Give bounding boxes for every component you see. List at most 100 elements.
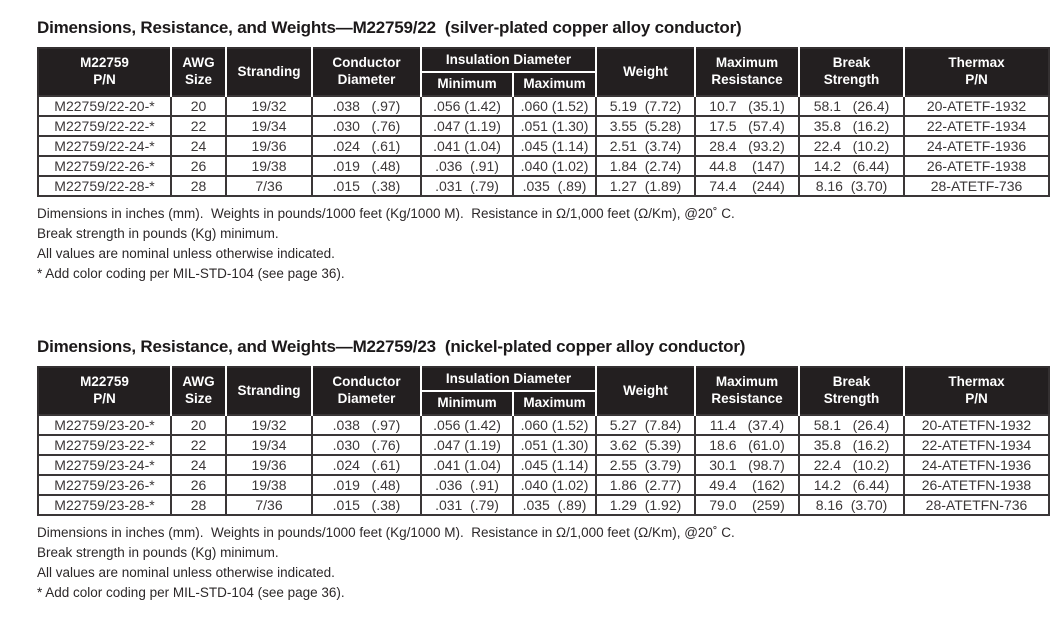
table-cell: .040 (1.02) xyxy=(512,155,597,177)
table-cell: .060 (1.52) xyxy=(512,414,597,436)
table-cell: .041 (1.04) xyxy=(420,135,514,157)
col-header-pn: M22759 P/N xyxy=(38,367,172,415)
table-cell: .030 (.76) xyxy=(311,115,422,137)
table-cell: 18.6 (61.0) xyxy=(694,434,800,456)
col-header-break-strength: Break Strength xyxy=(799,48,905,96)
table-cell: 35.8 (16.2) xyxy=(798,434,905,456)
footnote-line: All values are nominal unless otherwise … xyxy=(37,246,335,261)
table-cell: .036 (.91) xyxy=(420,474,514,496)
col-header-thermax-pn: Thermax P/N xyxy=(904,367,1049,415)
table-cell: .031 (.79) xyxy=(420,175,514,197)
table-cell: .056 (1.42) xyxy=(420,95,514,117)
footnote-line: * Add color coding per MIL-STD-104 (see … xyxy=(37,266,345,281)
table-row: M22759/22-20-* 20 19/32.038 (.97) .056 (1.4… xyxy=(37,95,1050,117)
table-cell: 26 xyxy=(170,155,227,177)
table-body: M22759/23-20-* 20 19/32.038 (.97) .056 (1.4… xyxy=(37,414,1050,516)
table-cell: 22 xyxy=(170,434,227,456)
table-cell: 19/32 xyxy=(225,95,313,117)
col-header-awg-size: AWG Size xyxy=(171,367,227,415)
table-cell: 11.4 (37.4) xyxy=(694,414,800,436)
table-cell: 19/36 xyxy=(225,454,313,476)
table-header: M22759 P/N AWG Size Stranding Conductor … xyxy=(38,48,1049,96)
table-cell: .015 (.38) xyxy=(311,494,422,516)
table-cell: 2.51 (3.74) xyxy=(595,135,696,157)
table-cell: 1.27 (1.89) xyxy=(595,175,696,197)
table-cell: .047 (1.19) xyxy=(420,434,514,456)
table-cell: 28-ATETFN-736 xyxy=(903,494,1050,516)
table-cell: 28-ATETF-736 xyxy=(903,175,1050,197)
table-cell: .031 (.79) xyxy=(420,494,514,516)
table-cell: M22759/23-28-* xyxy=(37,494,172,516)
footnotes: Dimensions in inches (mm). Weights in po… xyxy=(37,204,1049,284)
table-cell: 14.2 (6.44) xyxy=(798,474,905,496)
table-cell: M22759/23-20-* xyxy=(37,414,172,436)
table-cell: 35.8 (16.2) xyxy=(798,115,905,137)
col-header-conductor-diameter: Conductor Diameter xyxy=(312,367,422,415)
table-cell: 74.4 (244) xyxy=(694,175,800,197)
table-cell: .038 (.97) xyxy=(311,95,422,117)
table-row: M22759/23-24-* 24 19/36.024 (.61) .041 (1.0… xyxy=(37,454,1050,476)
table-cell: 2.55 (3.79) xyxy=(595,454,696,476)
section-title: Dimensions, Resistance, and Weights—M227… xyxy=(37,18,742,37)
table-cell: M22759/22-20-* xyxy=(37,95,172,117)
table-cell: M22759/23-24-* xyxy=(37,454,172,476)
table-cell: 19/34 xyxy=(225,434,313,456)
table-cell: .038 (.97) xyxy=(311,414,422,436)
col-header-stranding: Stranding xyxy=(226,48,313,96)
table-row: M22759/23-20-* 20 19/32.038 (.97) .056 (1.4… xyxy=(37,414,1050,436)
section-m22759-23: Dimensions, Resistance, and Weights—M227… xyxy=(37,336,1050,603)
table-cell: 49.4 (162) xyxy=(694,474,800,496)
spec-table-m22759-23: M22759 P/N AWG Size Stranding Conductor … xyxy=(37,366,1050,516)
table-row: M22759/22-24-* 24 19/36.024 (.61) .041 (1.0… xyxy=(37,135,1050,157)
table-cell: 22 xyxy=(170,115,227,137)
table-cell: 7/36 xyxy=(225,175,313,197)
table-cell: 19/36 xyxy=(225,135,313,157)
col-header-maximum-resistance: Maximum Resistance xyxy=(695,48,800,96)
table-cell: 19/34 xyxy=(225,115,313,137)
table-cell: 5.19 (7.72) xyxy=(595,95,696,117)
table-cell: 79.0 (259) xyxy=(694,494,800,516)
table-cell: 1.29 (1.92) xyxy=(595,494,696,516)
table-body: M22759/22-20-* 20 19/32.038 (.97) .056 (1.4… xyxy=(37,95,1050,197)
footnote-line: Dimensions in inches (mm). Weights in po… xyxy=(37,525,735,540)
table-cell: .060 (1.52) xyxy=(512,95,597,117)
table-cell: 3.62 (5.39) xyxy=(595,434,696,456)
table-cell: 1.84 (2.74) xyxy=(595,155,696,177)
table-cell: 26 xyxy=(170,474,227,496)
table-cell: 44.8 (147) xyxy=(694,155,800,177)
table-cell: 28.4 (93.2) xyxy=(694,135,800,157)
table-cell: 5.27 (7.84) xyxy=(595,414,696,436)
table-cell: 28 xyxy=(170,175,227,197)
table-row: M22759/23-28-* 28 7/36.015 (.38) .031 (.79)… xyxy=(37,494,1050,516)
table-cell: .047 (1.19) xyxy=(420,115,514,137)
table-cell: .024 (.61) xyxy=(311,454,422,476)
table-cell: 22-ATETF-1934 xyxy=(903,115,1050,137)
col-header-insulation-minimum: Minimum xyxy=(421,391,514,415)
col-header-pn: M22759 P/N xyxy=(38,48,172,96)
footnote-line: Break strength in pounds (Kg) minimum. xyxy=(37,226,279,241)
table-cell: 19/38 xyxy=(225,155,313,177)
table-cell: M22759/23-22-* xyxy=(37,434,172,456)
footnote-line: Dimensions in inches (mm). Weights in po… xyxy=(37,206,735,221)
table-cell: .041 (1.04) xyxy=(420,454,514,476)
table-cell: .019 (.48) xyxy=(311,474,422,496)
col-header-insulation-diameter: Insulation Diameter xyxy=(421,367,597,392)
table-cell: 26-ATETFN-1938 xyxy=(903,474,1050,496)
table-cell: .036 (.91) xyxy=(420,155,514,177)
table-cell: M22759/22-22-* xyxy=(37,115,172,137)
col-header-break-strength: Break Strength xyxy=(799,367,905,415)
table-cell: 20 xyxy=(170,414,227,436)
table-cell: M22759/22-28-* xyxy=(37,175,172,197)
table-cell: .024 (.61) xyxy=(311,135,422,157)
table-cell: 22.4 (10.2) xyxy=(798,454,905,476)
footnote-line: All values are nominal unless otherwise … xyxy=(37,565,335,580)
table-cell: .030 (.76) xyxy=(311,434,422,456)
table-cell: .035 (.89) xyxy=(512,175,597,197)
table-cell: 8.16 (3.70) xyxy=(798,175,905,197)
table-cell: .045 (1.14) xyxy=(512,454,597,476)
section-m22759-22: Dimensions, Resistance, and Weights—M227… xyxy=(37,17,1050,284)
section-title: Dimensions, Resistance, and Weights—M227… xyxy=(37,337,746,356)
col-header-insulation-minimum: Minimum xyxy=(421,72,514,96)
table-cell: 26-ATETF-1938 xyxy=(903,155,1050,177)
table-cell: 22.4 (10.2) xyxy=(798,135,905,157)
